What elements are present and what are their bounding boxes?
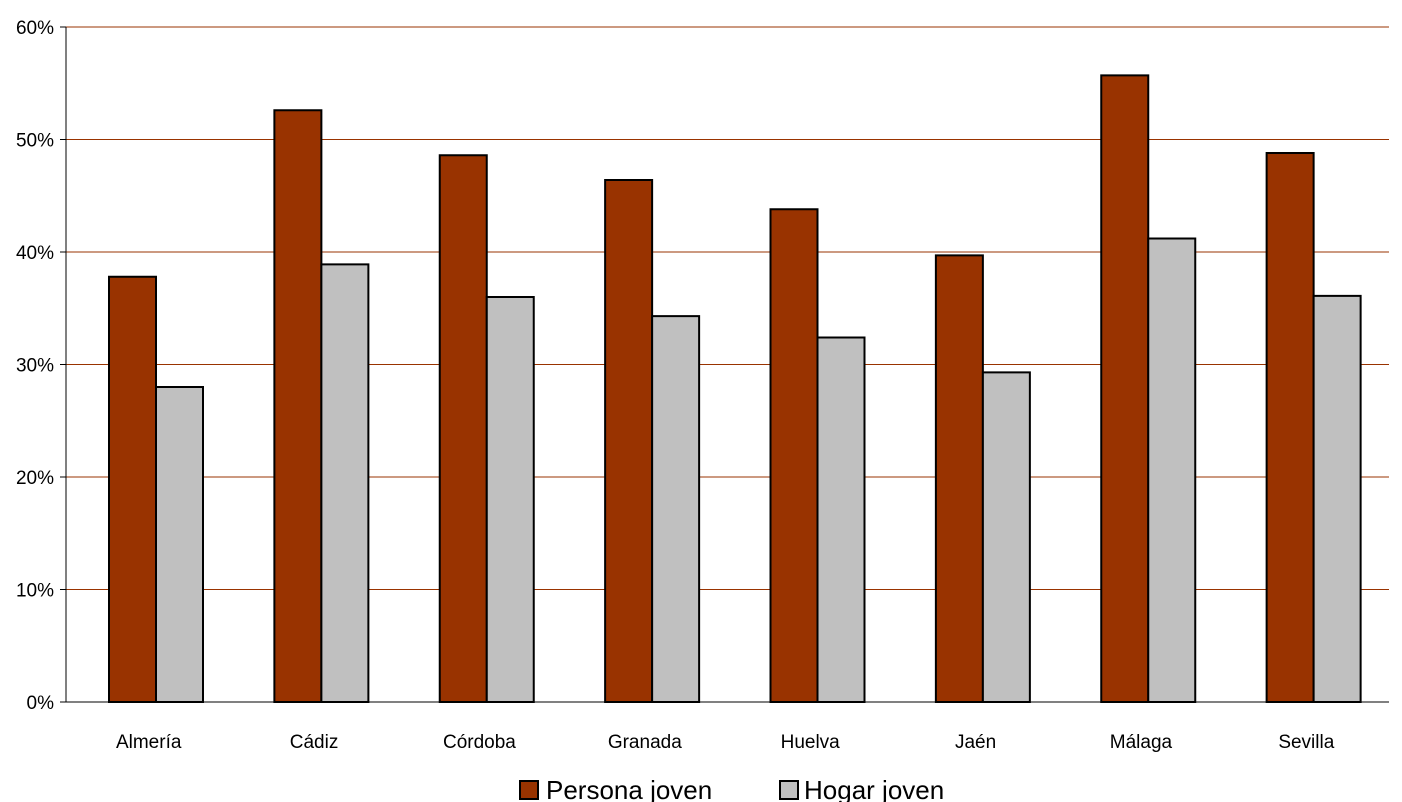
bar-persona-joven xyxy=(604,179,654,703)
bar-persona-joven xyxy=(1100,74,1150,703)
bar-persona-joven xyxy=(1265,152,1315,703)
y-tick-label: 30% xyxy=(16,356,54,377)
bar-persona-joven xyxy=(438,154,488,703)
x-tick-label: Huelva xyxy=(781,732,841,753)
bar-hogar-joven xyxy=(155,386,204,703)
y-tick-label: 10% xyxy=(16,581,54,602)
bar-persona-joven xyxy=(273,109,323,703)
bar-hogar-joven xyxy=(981,371,1031,703)
legend: Persona joven Hogar joven xyxy=(519,775,944,802)
bar-hogar-joven xyxy=(485,296,535,703)
bar-persona-joven xyxy=(934,254,984,703)
x-tick-label: Almería xyxy=(116,732,182,753)
y-tick-label: 50% xyxy=(16,131,54,152)
y-tick-labels: 0% 10% 20% 30% 40% 50% 60% xyxy=(16,18,54,714)
x-tick-label: Cádiz xyxy=(290,732,339,753)
bar-hogar-joven xyxy=(816,336,866,703)
legend-label: Persona joven xyxy=(546,775,712,802)
legend-swatch xyxy=(779,780,799,800)
y-tick-label: 20% xyxy=(16,468,54,489)
x-tick-label: Málaga xyxy=(1110,732,1173,753)
bar-persona-joven xyxy=(769,208,819,703)
y-tick-label: 40% xyxy=(16,243,54,264)
bar-hogar-joven xyxy=(1147,237,1197,703)
x-tick-labels: Almería Cádiz Córdoba Granada Huelva Jaén Mála… xyxy=(116,732,1335,753)
y-tick-label: 60% xyxy=(16,18,54,39)
x-tick-label: Granada xyxy=(608,732,682,753)
legend-swatch xyxy=(519,780,539,800)
bars xyxy=(108,74,1362,703)
y-tick-label: 0% xyxy=(27,693,55,714)
bar-hogar-joven xyxy=(320,263,370,703)
x-tick-label: Jaén xyxy=(955,732,996,753)
x-tick-label: Córdoba xyxy=(443,732,516,753)
legend-label: Hogar joven xyxy=(804,775,944,802)
x-tick-label: Sevilla xyxy=(1278,732,1334,753)
bar-persona-joven xyxy=(108,275,157,703)
bar-hogar-joven xyxy=(1312,294,1362,703)
bar-hogar-joven xyxy=(651,315,701,703)
